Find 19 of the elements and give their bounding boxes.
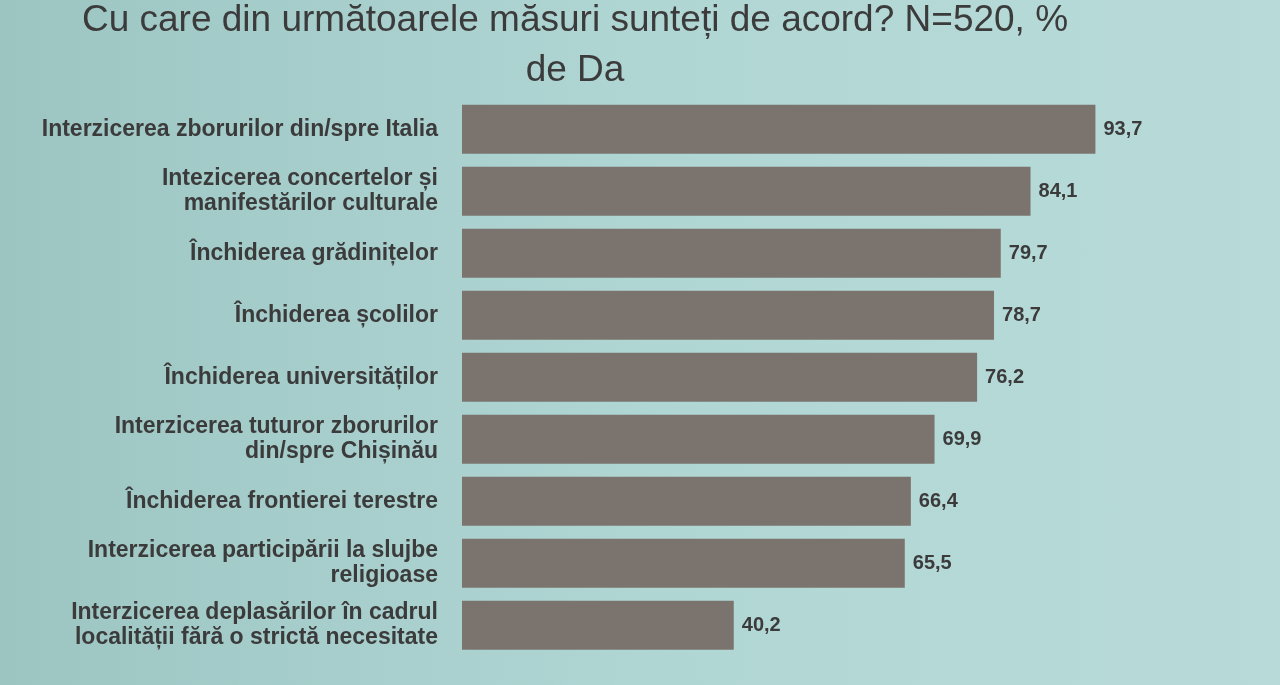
data-label: 93,7 [1103, 116, 1143, 139]
chart-title: Cu care din următoarele măsuri sunteți de acord? N=520, % de Da [80, 0, 1070, 91]
data-label: 40,2 [741, 612, 781, 635]
y-tick-label: Închiderea universităților [163, 361, 439, 390]
y-tick-label: Interzicerea tuturor zborurilor din/spre Chișinău [114, 412, 439, 465]
data-label: 65,5 [912, 550, 952, 573]
data-label: 84,1 [1038, 178, 1078, 201]
data-label: 79,7 [1008, 240, 1048, 263]
y-tick-label: Închiderea grădinițelor [189, 237, 439, 266]
y-tick-label: Interzicerea deplasărilor în cadrul localității fără o strictă necesitate [71, 598, 438, 651]
data-label: 66,4 [918, 488, 959, 511]
y-tick-label: Intezicerea concertelor și manifestărilor culturale [161, 164, 438, 216]
y-tick-label: Închiderea școlilor [233, 299, 439, 328]
data-label: 69,9 [942, 426, 982, 449]
data-label: 78,7 [1002, 302, 1041, 325]
y-tick-label: Interzicerea participării la slujbe religioase [87, 536, 438, 588]
y-tick-label: Interzicerea zborurilor din/spre Italia [41, 114, 439, 141]
data-label: 76,2 [985, 364, 1025, 387]
y-tick-label: Închiderea frontierei terestre [125, 485, 438, 513]
